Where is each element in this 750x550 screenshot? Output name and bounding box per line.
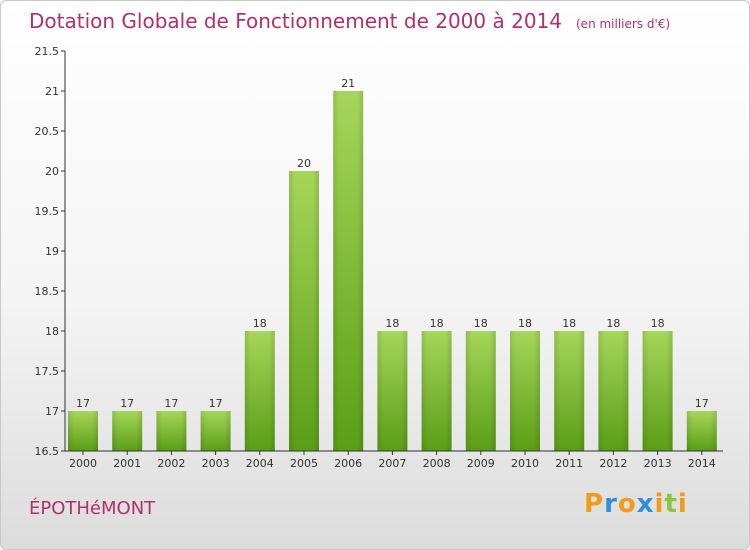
logo-letter: r — [604, 489, 618, 519]
bars: 17 17 17 17 18 20 21 18 18 18 18 18 18 18 17 — [68, 77, 717, 451]
bar-shade — [510, 331, 540, 451]
x-tick-label: 2013 — [644, 457, 672, 470]
bar-shade — [465, 331, 496, 451]
y-tick-label: 21.5 — [35, 45, 60, 58]
x-tick-label: 2005 — [290, 457, 318, 470]
bar-data-label: 17 — [695, 397, 709, 410]
bar-shade — [642, 331, 673, 451]
bar-data-label: 18 — [518, 317, 532, 330]
bar-shade — [244, 331, 275, 451]
x-tick-label: 2010 — [511, 457, 539, 470]
y-tick-label: 17.5 — [35, 365, 60, 378]
bar-data-label: 18 — [253, 317, 267, 330]
x-axis: 2000 2001 2002 2003 2004 2005 2006 2007 2008 2009… — [65, 450, 723, 470]
y-tick-label: 16.5 — [35, 445, 60, 458]
unit-note: (en milliers d'€) — [576, 17, 671, 31]
logo-letter: i — [654, 489, 665, 519]
bar-shade — [112, 411, 143, 451]
x-tick-label: 2009 — [467, 457, 495, 470]
logo-letter: o — [617, 489, 637, 519]
y-tick-label: 17 — [45, 405, 59, 418]
x-tick-label: 2011 — [555, 457, 583, 470]
x-tick-label: 2002 — [157, 457, 185, 470]
bar-data-label: 20 — [297, 157, 311, 170]
x-tick-label: 2004 — [246, 457, 274, 470]
bar-shade — [200, 411, 231, 451]
bar-data-label: 21 — [341, 77, 355, 90]
x-tick-label: 2000 — [69, 457, 97, 470]
bar-shade — [377, 331, 408, 451]
bar-shade — [68, 411, 98, 451]
bar-shade — [598, 331, 629, 451]
chart-title: Dotation Globale de Fonctionnement de 20… — [29, 9, 670, 33]
bar-data-label: 17 — [209, 397, 223, 410]
x-tick-label: 2012 — [599, 457, 627, 470]
logo-letter: i — [677, 489, 688, 519]
bar-shade — [289, 171, 319, 451]
y-tick-label: 19 — [45, 245, 59, 258]
x-tick-label: 2007 — [378, 457, 406, 470]
y-tick-label: 18 — [45, 325, 59, 338]
bar-data-label: 17 — [164, 397, 178, 410]
chart-title-text: Dotation Globale de Fonctionnement de 20… — [29, 9, 562, 33]
bar-data-label: 18 — [606, 317, 620, 330]
y-tick-label: 19.5 — [35, 205, 60, 218]
bar-shade — [421, 331, 452, 451]
bar-shade — [333, 91, 364, 451]
bar-data-label: 18 — [430, 317, 444, 330]
bar-data-label: 18 — [651, 317, 665, 330]
logo-letter: P — [584, 489, 605, 519]
logo-letter: x — [636, 489, 655, 519]
x-tick-label: 2008 — [423, 457, 451, 470]
y-axis: 16.5 17 17.5 18 18.5 19 19.5 20 20.5 21 21.5 — [35, 45, 66, 458]
y-tick-label: 18.5 — [35, 285, 60, 298]
bar-data-label: 18 — [385, 317, 399, 330]
y-tick-label: 20.5 — [35, 125, 60, 138]
y-tick-label: 20 — [45, 165, 59, 178]
bar-data-label: 17 — [76, 397, 90, 410]
bar-data-label: 18 — [474, 317, 488, 330]
bar-shade — [554, 331, 585, 451]
logo-letter: t — [664, 489, 678, 519]
y-tick-label: 21 — [45, 85, 59, 98]
x-tick-label: 2014 — [688, 457, 716, 470]
x-tick-label: 2003 — [202, 457, 230, 470]
bar-shade — [156, 411, 187, 451]
bar-data-label: 17 — [120, 397, 134, 410]
commune-name: ÉPOTHéMONT — [29, 498, 156, 519]
x-tick-label: 2001 — [113, 457, 141, 470]
bar-data-label: 18 — [562, 317, 576, 330]
bar-shade — [686, 411, 717, 451]
x-tick-label: 2006 — [334, 457, 362, 470]
proxiti-logo: Proxiti — [584, 489, 688, 519]
